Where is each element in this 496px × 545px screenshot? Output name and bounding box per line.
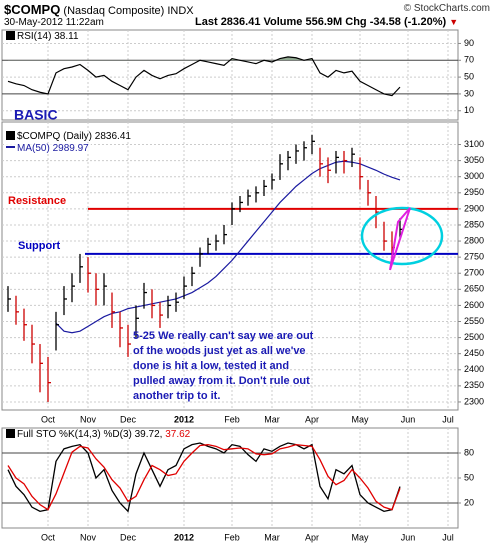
panel-frame	[1, 121, 459, 411]
y-tick-label: 2550	[464, 316, 484, 326]
x-tick-label: Jun	[401, 532, 416, 542]
x-tick-label: 2012	[174, 414, 194, 424]
legend-icon	[6, 131, 15, 140]
x-tick-label: May	[351, 532, 369, 542]
annotation: 5-25 We really can't say we are out of t…	[133, 330, 314, 402]
rsi-value: 38.11	[54, 31, 79, 42]
y-tick-label: 90	[464, 38, 474, 48]
price-name: $COMPQ (Daily)	[17, 131, 93, 142]
copyright: © StockCharts.com	[403, 3, 490, 14]
ma-legend: MA(50) 2989.97	[4, 143, 91, 154]
legend-icon	[6, 146, 15, 148]
x-tick-label: 2012	[174, 532, 194, 542]
panel-frame	[1, 29, 459, 121]
y-tick-label: 10	[464, 105, 474, 115]
rsi-line	[7, 56, 401, 97]
chg: -34.58 (-1.20%)	[369, 16, 447, 28]
y-tick-label: 2300	[464, 396, 484, 406]
header-line-2: Last 2836.41 Volume 556.9M Chg -34.58 (-…	[195, 16, 458, 28]
y-tick-label: 50	[464, 472, 474, 482]
y-tick-label: 2600	[464, 300, 484, 310]
rsi-legend: RSI(14) 38.11	[4, 31, 81, 42]
y-tick-label: 80	[464, 447, 474, 457]
date: 30-May-2012 11:22am	[4, 17, 104, 28]
k-value: 39.72	[134, 429, 160, 440]
triangle-pattern	[389, 207, 411, 271]
exchange: INDX	[167, 5, 194, 17]
volume-label: Volume	[263, 16, 303, 28]
y-tick-label: 30	[464, 88, 474, 98]
y-tick-label: 2950	[464, 187, 484, 197]
y-tick-label: 50	[464, 71, 474, 81]
x-tick-label: Feb	[224, 532, 240, 542]
y-tick-label: 2750	[464, 252, 484, 262]
legend-icon	[6, 31, 15, 40]
x-tick-label: Nov	[80, 532, 97, 542]
x-tick-label: Oct	[41, 532, 56, 542]
y-tick-label: 2450	[464, 348, 484, 358]
level-label: Support	[18, 240, 60, 252]
y-tick-label: 2850	[464, 219, 484, 229]
sto-legend: Full STO %K(14,3) %D(3) 39.72, 37.62	[4, 429, 193, 440]
sto-name: Full STO %K(14,3) %D(3)	[17, 429, 132, 440]
down-arrow: ▼	[449, 17, 459, 27]
symbol: $COMPQ	[4, 2, 61, 17]
y-tick-label: 2700	[464, 268, 484, 278]
last-value: 2836.41	[220, 16, 261, 28]
highlight-circle	[360, 206, 444, 266]
x-tick-label: Mar	[264, 414, 280, 424]
y-tick-label: 2800	[464, 235, 484, 245]
price-legend: $COMPQ (Daily) 2836.41	[4, 131, 133, 142]
x-tick-label: May	[351, 414, 369, 424]
ma-name: MA(50)	[17, 143, 50, 154]
x-tick-label: Mar	[264, 532, 280, 542]
ma-value: 2989.97	[52, 143, 89, 154]
y-tick-label: 3000	[464, 171, 484, 181]
y-tick-label: 3100	[464, 139, 484, 149]
chart-title: BASIC	[14, 107, 58, 123]
y-tick-label: 20	[464, 497, 474, 507]
x-tick-label: Dec	[120, 414, 137, 424]
y-tick-label: 70	[464, 55, 474, 65]
volume: 556.9M	[305, 16, 343, 28]
y-tick-label: 2650	[464, 284, 484, 294]
x-tick-label: Dec	[120, 532, 137, 542]
x-tick-label: Jul	[442, 414, 454, 424]
chg-label: Chg	[345, 16, 367, 28]
y-tick-label: 2400	[464, 364, 484, 374]
y-tick-label: 2500	[464, 332, 484, 342]
sto-line	[7, 444, 401, 511]
level-label: Resistance	[8, 195, 66, 207]
last-label: Last	[195, 16, 218, 28]
x-tick-label: Apr	[305, 532, 319, 542]
y-tick-label: 2900	[464, 203, 484, 213]
y-tick-label: 2350	[464, 380, 484, 390]
x-tick-label: Oct	[41, 414, 56, 424]
d-value: 37.62	[165, 429, 191, 440]
ma-line	[55, 160, 401, 334]
x-tick-label: Feb	[224, 414, 240, 424]
x-tick-label: Apr	[305, 414, 319, 424]
index-name: (Nasdaq Composite)	[63, 5, 165, 17]
x-tick-label: Jul	[442, 532, 454, 542]
header-line-1: $COMPQ (Nasdaq Composite) INDX	[4, 2, 194, 17]
rsi-name: RSI(14)	[17, 31, 52, 42]
price-value: 2836.41	[94, 131, 131, 142]
x-tick-label: Nov	[80, 414, 97, 424]
y-tick-label: 3050	[464, 155, 484, 165]
x-tick-label: Jun	[401, 414, 416, 424]
legend-icon	[6, 429, 15, 438]
